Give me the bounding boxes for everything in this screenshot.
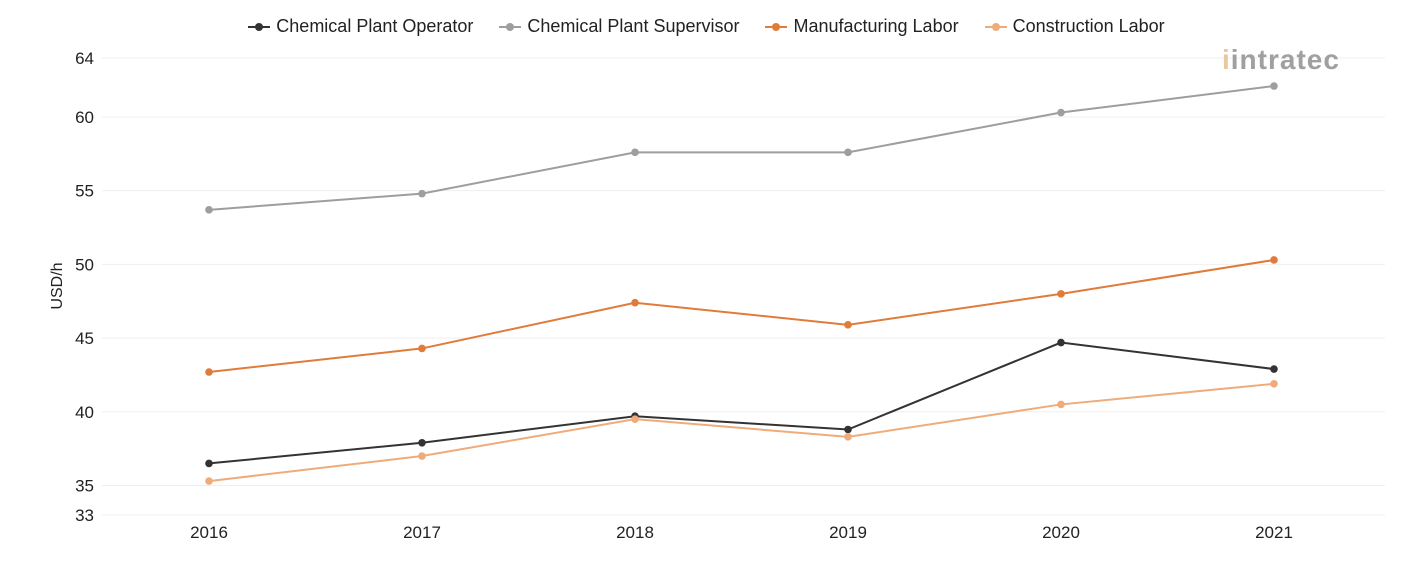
y-axis-label: USD/h xyxy=(49,262,66,310)
legend-swatch xyxy=(984,21,1007,33)
data-point xyxy=(1270,82,1278,90)
data-point xyxy=(1270,379,1278,388)
legend-label: Chemical Plant Supervisor xyxy=(527,16,740,36)
series-line xyxy=(208,85,1275,211)
y-tick-label: 45 xyxy=(75,329,94,348)
data-point xyxy=(631,298,639,307)
y-tick-label: 50 xyxy=(75,255,94,274)
legend-item-supervisor[interactable]: Chemical Plant Supervisor xyxy=(499,16,739,37)
data-point xyxy=(205,206,213,214)
data-point xyxy=(205,368,213,376)
data-point xyxy=(844,425,852,434)
legend-swatch xyxy=(248,21,271,33)
y-tick-label: 64 xyxy=(75,49,94,68)
legend-label: Manufacturing Labor xyxy=(793,16,959,36)
x-tick-label: 2020 xyxy=(1042,523,1080,542)
data-point xyxy=(631,148,639,157)
data-point xyxy=(418,344,426,353)
legend-item-construction[interactable]: Construction Labor xyxy=(984,16,1165,37)
data-point xyxy=(418,452,426,460)
y-tick-label: 60 xyxy=(75,108,94,127)
legend-label: Chemical Plant Operator xyxy=(276,16,474,36)
chart-legend: Chemical Plant Operator Chemical Plant S… xyxy=(0,16,1401,37)
x-tick-label: 2019 xyxy=(829,523,867,542)
legend-swatch xyxy=(499,21,522,33)
data-point xyxy=(631,415,639,423)
series-line xyxy=(208,382,1275,483)
x-tick-label: 2016 xyxy=(190,523,228,542)
y-tick-label: 55 xyxy=(75,182,94,201)
y-tick-label: 35 xyxy=(75,477,94,496)
data-point xyxy=(418,438,426,447)
y-tick-label: 40 xyxy=(75,403,94,422)
series-line xyxy=(208,341,1275,465)
data-point xyxy=(205,477,213,485)
data-point xyxy=(844,321,852,329)
series-line xyxy=(208,258,1275,373)
data-point xyxy=(1057,400,1065,409)
data-point xyxy=(1270,365,1278,373)
data-point xyxy=(418,189,426,198)
legend-item-manufacturing[interactable]: Manufacturing Labor xyxy=(765,16,959,37)
intratec-logo: iintratec xyxy=(1222,44,1340,75)
data-point xyxy=(1057,290,1065,298)
x-tick-label: 2021 xyxy=(1255,523,1293,542)
data-point xyxy=(1270,256,1278,264)
legend-swatch xyxy=(765,21,788,33)
data-point xyxy=(844,433,852,441)
legend-label: Construction Labor xyxy=(1012,16,1165,36)
x-tick-label: 2017 xyxy=(403,523,441,542)
legend-item-operator[interactable]: Chemical Plant Operator xyxy=(248,16,473,37)
x-tick-label: 2018 xyxy=(616,523,654,542)
data-point xyxy=(1057,338,1065,347)
y-tick-label: 33 xyxy=(75,506,94,525)
data-point xyxy=(844,148,852,157)
data-point xyxy=(1057,108,1065,117)
data-point xyxy=(205,459,213,468)
